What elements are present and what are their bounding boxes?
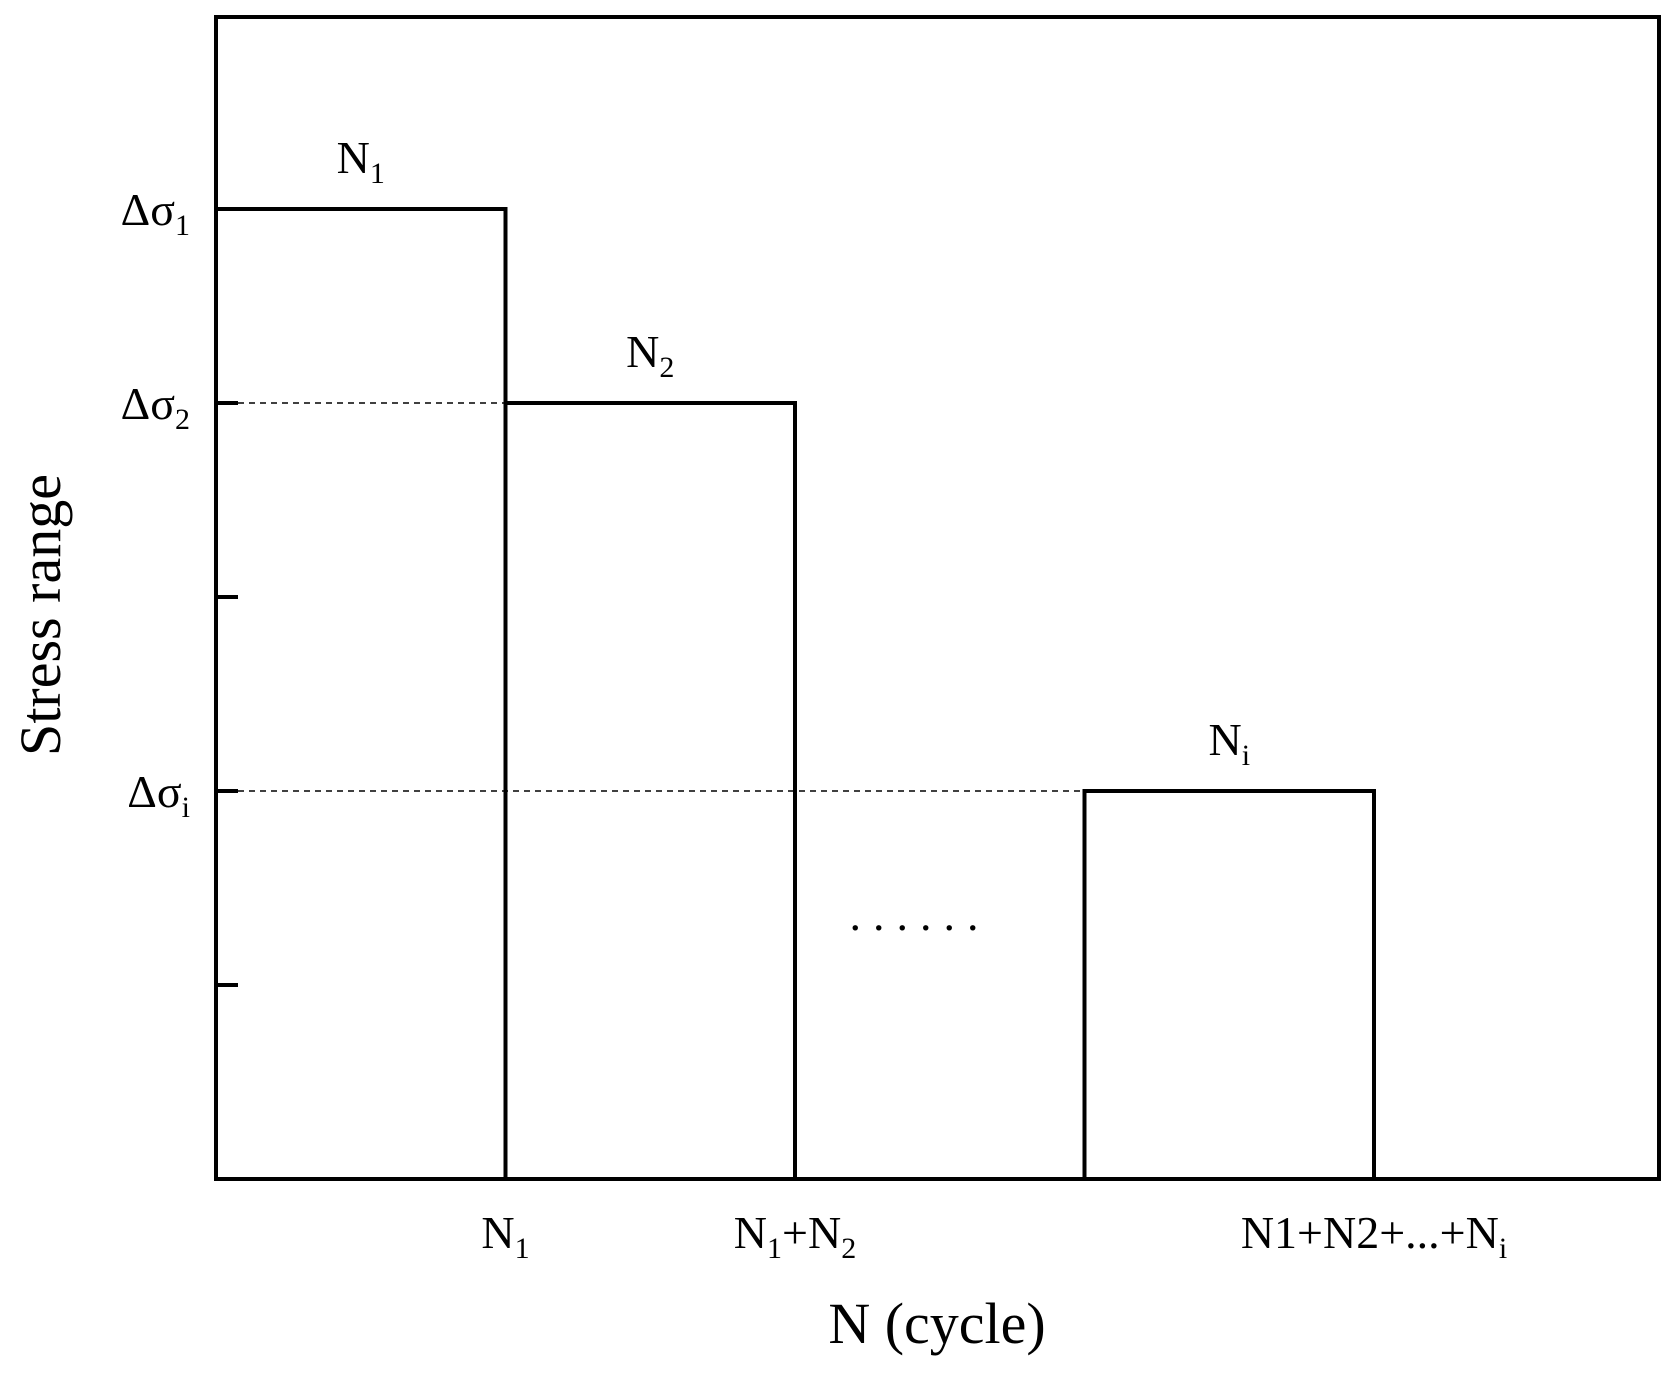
x-tick-label: N1+N2+...+Ni [1241, 1207, 1507, 1265]
block-label: N1 [337, 132, 385, 190]
x-tick-label: N1+N2 [734, 1207, 856, 1265]
reference-lines [216, 402, 1085, 792]
y-tick-label: Δσ2 [121, 378, 190, 436]
block-labels: N1 N2 Ni [337, 132, 1250, 772]
ellipsis-text: ...... [850, 889, 991, 940]
stress-block [503, 401, 797, 1179]
x-axis-ticks: N1 N1+N2 N1+N2+...+Ni [481, 1207, 1507, 1265]
block-label: N2 [626, 326, 674, 384]
block-label: Ni [1208, 714, 1250, 772]
y-tick-label: Δσ1 [121, 184, 190, 242]
y-axis-title: Stress range [8, 474, 73, 756]
y-tick-label: Δσi [127, 766, 190, 824]
stress-blocks [214, 207, 1376, 1179]
plot-frame [214, 15, 1661, 1181]
stress-block [214, 207, 508, 1179]
x-tick-label: N1 [481, 1207, 529, 1265]
x-axis-title: N (cycle) [828, 1291, 1045, 1356]
stress-block [1082, 789, 1376, 1179]
y-axis-ticks: Δσ1 Δσ2 Δσi [121, 184, 238, 987]
